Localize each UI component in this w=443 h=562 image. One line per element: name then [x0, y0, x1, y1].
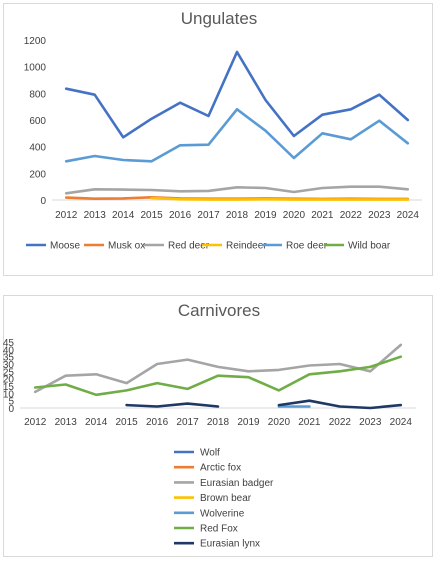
series-eurasian-badger: [33, 343, 403, 394]
legend-item-red-fox: Red Fox: [174, 524, 238, 535]
legend-label: Wolverine: [200, 508, 245, 519]
series-reindeer: [150, 196, 410, 201]
legend-item-eurasian-lynx: Eurasian lynx: [174, 539, 260, 550]
y-tick-label: 0: [40, 196, 46, 207]
series-roe-deer: [64, 108, 410, 163]
y-tick-label: 15: [3, 382, 15, 393]
legend-label: Wolf: [200, 448, 220, 459]
legend-label: Moose: [50, 241, 80, 252]
y-tick-label: 30: [3, 360, 15, 371]
chart-title: Carnivores: [178, 301, 260, 320]
x-tick-label: 2014: [112, 210, 135, 221]
series-line-red-deer: [64, 185, 410, 195]
legend-label: Wild boar: [348, 241, 391, 252]
legend-item-red-deer: Red deer: [144, 241, 210, 252]
x-tick-label: 2024: [390, 417, 413, 428]
legend-label: Roe deer: [286, 241, 328, 252]
ungulates-chart: Ungulates 0 200 400 600 800 1000 1200 2012 2013 20…: [24, 9, 422, 252]
y-tick-label: 45: [3, 338, 15, 349]
x-tick-label: 2022: [340, 210, 363, 221]
series-red-deer: [64, 185, 410, 195]
legend-label: Reindeer: [226, 241, 267, 252]
legend-item-eurasian-badger: Eurasian badger: [174, 478, 274, 489]
series-line-eurasian-lynx: [125, 402, 220, 408]
legend-item-arctic-fox: Arctic fox: [174, 463, 241, 474]
x-tick-label: 2021: [298, 417, 321, 428]
legend-item-reindeer: Reindeer: [202, 241, 267, 252]
y-tick-label: 5: [8, 397, 14, 408]
x-tick-label: 2023: [368, 210, 391, 221]
legend-item-wild-boar: Wild boar: [324, 241, 391, 252]
series-line-reindeer: [150, 196, 410, 201]
legend-label: Musk ox: [108, 241, 145, 252]
y-tick-label: 40: [3, 345, 15, 356]
x-tick-label: 2017: [176, 417, 199, 428]
series-line-roe-deer: [64, 108, 410, 163]
legend-item-roe-deer: Roe deer: [262, 241, 328, 252]
y-tick-label: 400: [29, 143, 46, 154]
series-eurasian-lynx: [125, 399, 403, 410]
x-tick-label: 2015: [140, 210, 163, 221]
legend-label: Red deer: [168, 241, 210, 252]
y-tick-label: 600: [29, 116, 46, 127]
x-tick-label: 2012: [24, 417, 47, 428]
x-tick-label: 2013: [55, 417, 78, 428]
x-tick-label: 2024: [397, 210, 420, 221]
x-tick-label: 2016: [146, 417, 169, 428]
series-line-red-fox: [33, 355, 403, 397]
y-tick-label: 200: [29, 169, 46, 180]
chart-title: Ungulates: [181, 9, 258, 28]
legend-item-moose: Moose: [26, 241, 80, 252]
legend-item-wolf: Wolf: [174, 448, 220, 459]
x-tick-label: 2013: [84, 210, 107, 221]
y-tick-label: 1200: [24, 36, 47, 47]
series-line-eurasian-lynx: [277, 399, 403, 410]
x-tick-label: 2021: [311, 210, 334, 221]
carnivores-chart-panel: Carnivores 0 5 10 15 20 25 30 35 40 45 2012 2013 2014…: [3, 295, 433, 557]
x-tick-label: 2020: [268, 417, 291, 428]
y-tick-label: 0: [8, 404, 14, 415]
x-tick-label: 2014: [85, 417, 108, 428]
legend-label: Brown bear: [200, 493, 252, 504]
ungulates-chart-panel: Ungulates 0 200 400 600 800 1000 1200 2012 2013 20…: [3, 3, 433, 276]
x-tick-label: 2023: [359, 417, 382, 428]
y-tick-label: 20: [3, 375, 15, 386]
legend-item-musk-ox: Musk ox: [84, 241, 145, 252]
x-tick-label: 2015: [115, 417, 138, 428]
x-tick-label: 2018: [207, 417, 230, 428]
legend-item-brown-bear: Brown bear: [174, 493, 252, 504]
y-tick-label: 1000: [24, 63, 47, 74]
legend-label: Red Fox: [200, 524, 238, 535]
series-moose: [64, 50, 410, 139]
x-tick-label: 2017: [197, 210, 220, 221]
x-tick-label: 2012: [55, 210, 78, 221]
y-tick-label: 800: [29, 89, 46, 100]
legend-label: Eurasian badger: [200, 478, 274, 489]
series-line-eurasian-badger: [33, 343, 403, 394]
x-tick-label: 2016: [169, 210, 192, 221]
legend-item-wolverine: Wolverine: [174, 508, 245, 519]
x-tick-label: 2018: [226, 210, 249, 221]
y-tick-label: 35: [3, 353, 15, 364]
y-tick-label: 25: [3, 367, 15, 378]
x-tick-label: 2022: [329, 417, 352, 428]
y-tick-label: 10: [3, 389, 15, 400]
x-tick-label: 2019: [237, 417, 260, 428]
x-tick-label: 2019: [254, 210, 277, 221]
series-line-moose: [64, 50, 410, 139]
legend-label: Arctic fox: [200, 463, 241, 474]
x-tick-label: 2020: [283, 210, 306, 221]
legend-label: Eurasian lynx: [200, 539, 260, 550]
series-red-fox: [33, 355, 403, 397]
